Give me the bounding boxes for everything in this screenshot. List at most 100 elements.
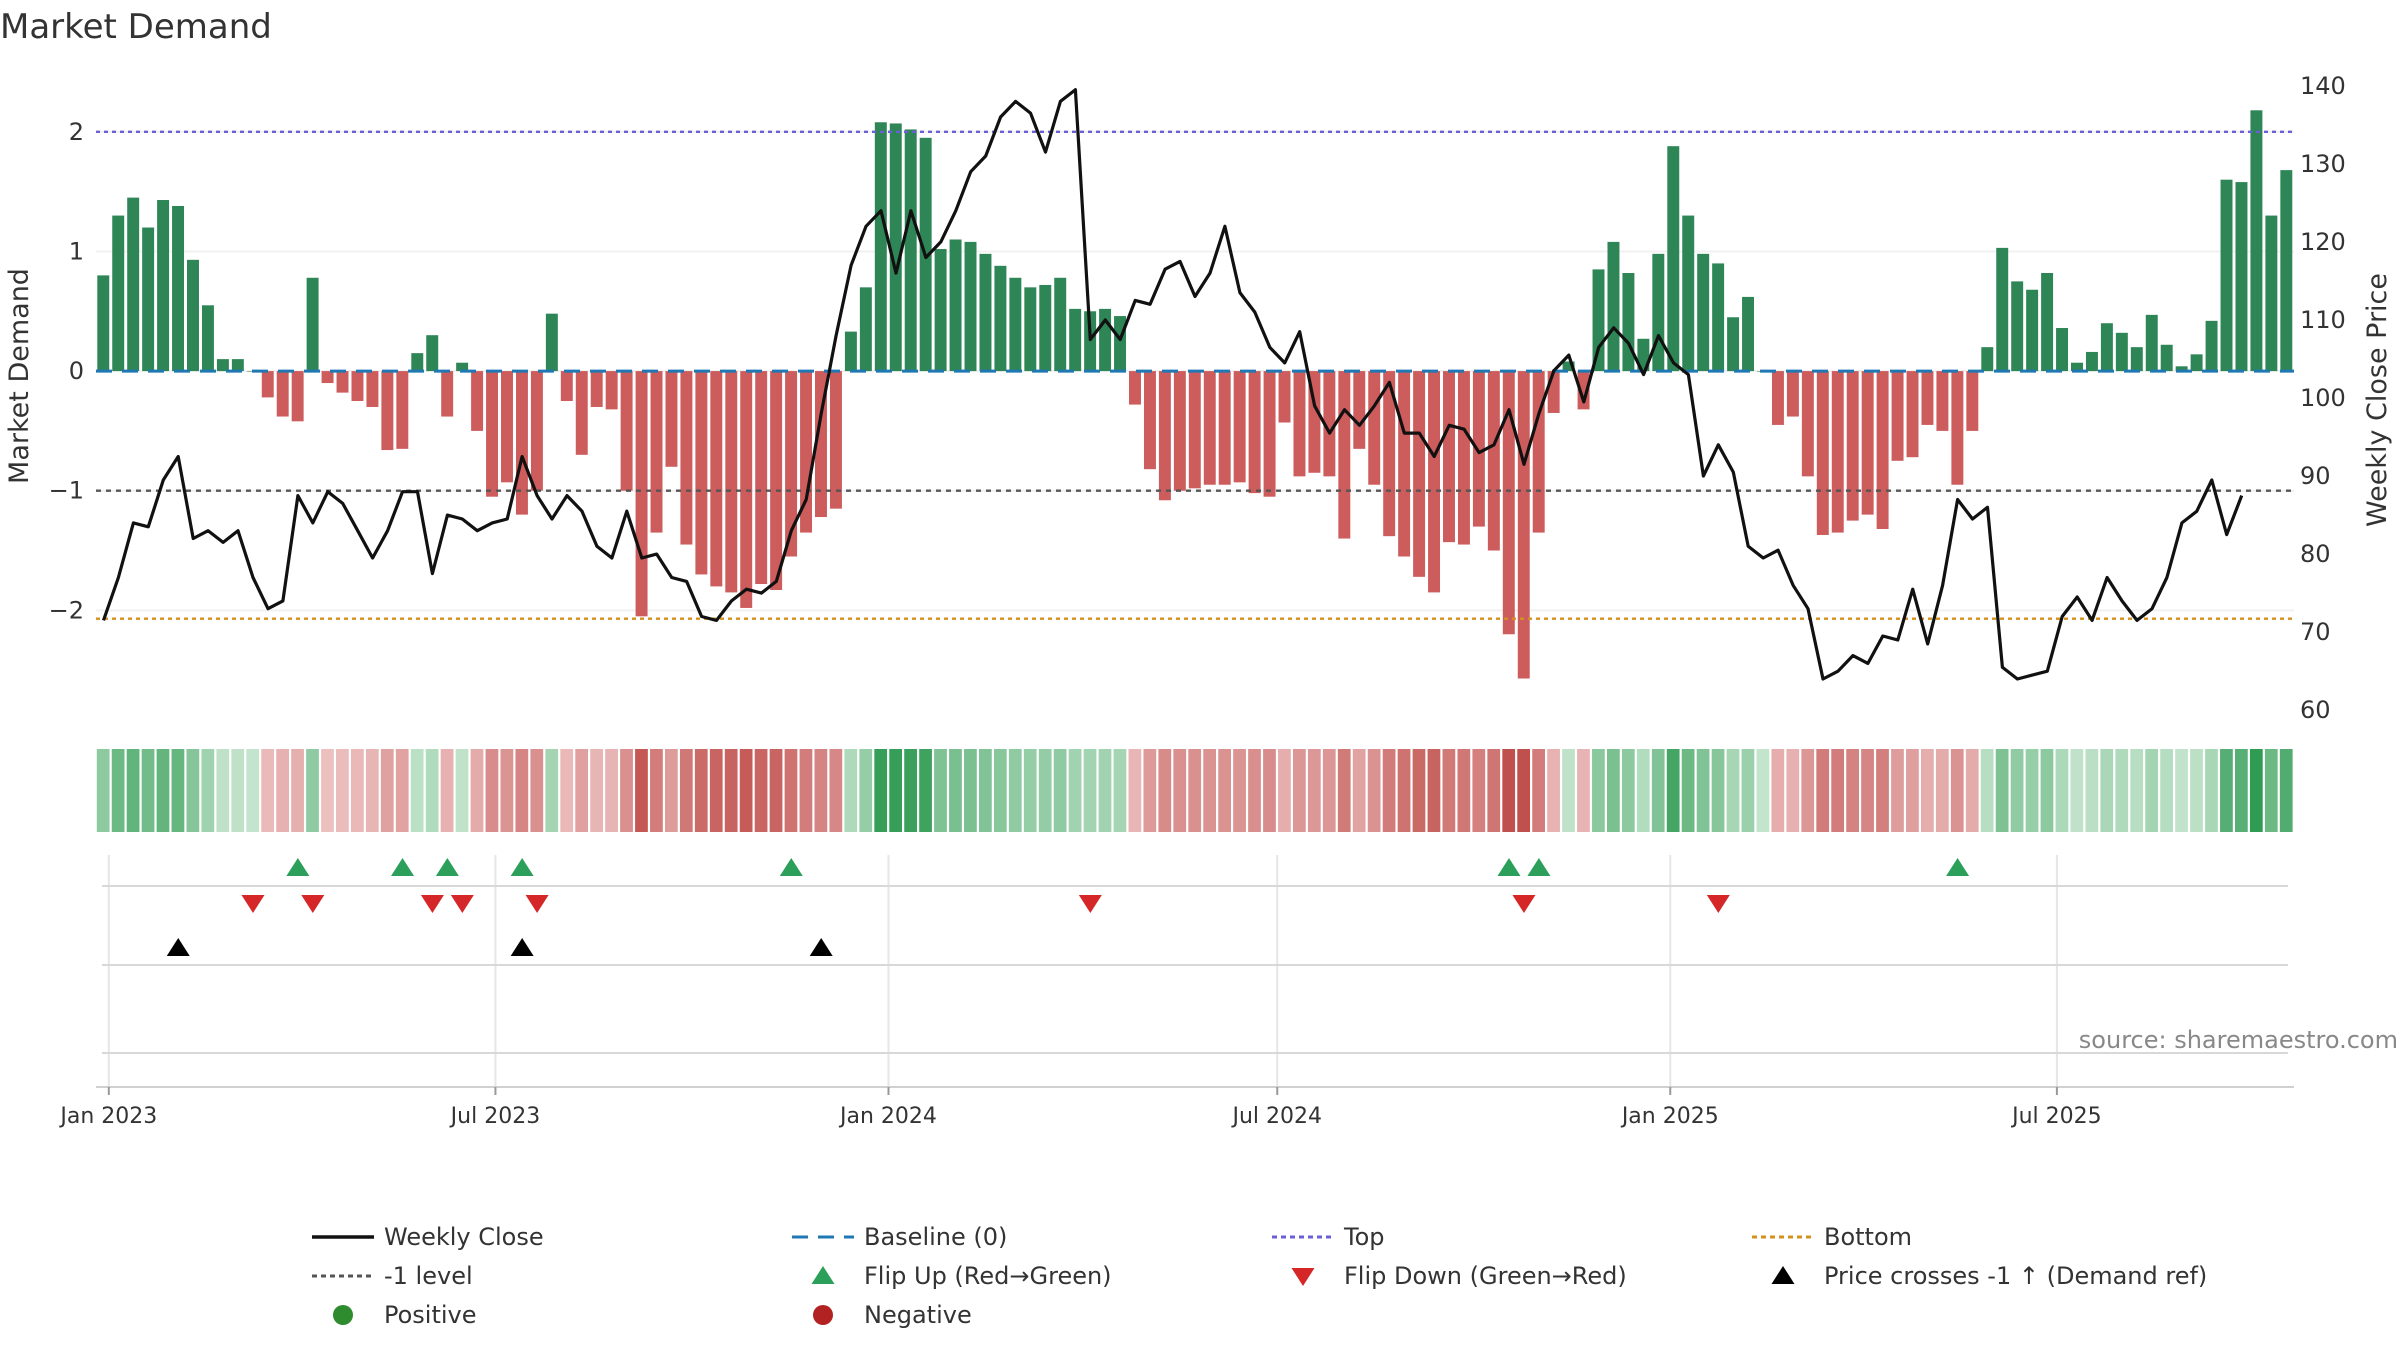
legend-label: Negative: [864, 1301, 972, 1329]
heat-cell: [470, 749, 484, 832]
negative-bar: [1143, 371, 1156, 470]
heat-cell: [1621, 749, 1635, 832]
legend-label: -1 level: [384, 1262, 473, 1290]
heat-cell: [530, 749, 544, 832]
axes-layer: 2 1 0 −1 −2 140 130 120 110 100 90 80 70 60 Jan 2023 Ju…: [49, 72, 2346, 1129]
heat-cell: [1068, 749, 1082, 832]
heat-cell: [829, 749, 843, 832]
negative-bar: [1413, 371, 1426, 577]
negative-bar: [1921, 371, 1934, 425]
negative-bar: [1771, 371, 1784, 425]
reference-lines: [96, 130, 2294, 620]
heat-cell: [246, 749, 260, 832]
heat-cell: [1278, 749, 1291, 832]
heat-cell: [694, 749, 708, 832]
legend-label: Top: [1343, 1223, 1385, 1251]
negative-bar: [829, 371, 842, 509]
positive-bar: [1607, 241, 1620, 372]
right-tick-label: 120: [2300, 228, 2346, 256]
flip-up-marker: [510, 858, 534, 876]
flip-up-marker: [1946, 858, 1970, 876]
negative-bar: [321, 371, 334, 384]
positive-bar: [2011, 281, 2024, 372]
heat-cell: [2130, 749, 2144, 832]
negative-bar: [486, 371, 499, 497]
legend-label: Positive: [384, 1301, 477, 1329]
heat-cell: [410, 749, 424, 832]
negative-bar: [770, 371, 783, 590]
heat-cell: [2145, 749, 2159, 832]
positive-bar: [142, 227, 155, 372]
heat-cell: [1248, 749, 1261, 832]
positive-bar: [1099, 308, 1112, 372]
heat-cell: [2175, 749, 2188, 832]
heat-cell: [1457, 749, 1471, 832]
negative-bar: [1876, 371, 1889, 529]
negative-bar: [1338, 371, 1351, 539]
right-axis-label: Weekly Close Price: [2362, 273, 2393, 527]
positive-bar: [2115, 332, 2128, 372]
heat-cell: [126, 749, 140, 832]
flip-down-marker: [1512, 895, 1536, 913]
price-line-layer: [101, 88, 2244, 681]
negative-bar: [530, 371, 543, 491]
heat-cell: [1412, 749, 1426, 832]
heat-cell: [1382, 749, 1396, 832]
heat-strip: [96, 749, 2293, 832]
heat-cell: [1935, 749, 1949, 832]
negative-bar: [1472, 371, 1485, 527]
negative-bar: [1502, 371, 1515, 635]
heat-cell: [440, 749, 454, 832]
right-tick-label: 80: [2300, 540, 2331, 568]
price-cross-marker: [809, 938, 833, 956]
negative-bar: [755, 371, 768, 585]
heat-cell: [1487, 749, 1501, 832]
legend-symbol: [811, 1266, 835, 1284]
heat-cell: [261, 749, 275, 832]
heat-cell: [769, 749, 783, 832]
heat-cell: [993, 749, 1007, 832]
heat-cell: [1592, 749, 1605, 832]
flip-down-marker: [241, 895, 265, 913]
negative-bar: [1428, 371, 1441, 593]
legend-label: Flip Up (Red→Green): [864, 1262, 1112, 1290]
positive-bar: [1652, 253, 1665, 372]
positive-bar: [127, 197, 140, 372]
heat-cell: [2264, 749, 2278, 832]
heat-cell: [216, 749, 230, 832]
heat-cell: [1846, 749, 1859, 832]
heat-cell: [1427, 749, 1441, 832]
heat-cell: [1756, 749, 1770, 832]
negative-bar: [1951, 371, 1964, 485]
positive-bar: [1024, 287, 1037, 372]
heat-cell: [1113, 749, 1127, 832]
negative-bar: [680, 371, 693, 545]
positive-bar: [187, 259, 199, 372]
positive-bar: [1009, 277, 1022, 372]
heat-cell: [1397, 749, 1411, 832]
heat-cell: [1337, 749, 1351, 832]
heat-cell: [1681, 749, 1695, 832]
positive-bar: [2071, 362, 2083, 372]
negative-bar: [1517, 371, 1530, 679]
heat-cell: [1801, 749, 1815, 832]
heat-cell: [1307, 749, 1321, 832]
legend-label: Price crosses -1 ↑ (Demand ref): [1824, 1262, 2207, 1290]
negative-bar: [1383, 371, 1396, 537]
heat-cell: [485, 749, 499, 832]
negative-bar: [620, 371, 633, 491]
positive-bar: [1682, 215, 1695, 372]
positive-bar: [201, 305, 214, 372]
heat-cell: [1173, 749, 1187, 832]
heat-cell: [2070, 749, 2084, 832]
positive-bar: [2041, 272, 2054, 372]
positive-bar: [1592, 269, 1605, 372]
positive-bar: [157, 200, 170, 372]
negative-bar: [695, 371, 708, 575]
negative-bar: [501, 371, 513, 483]
negative-bar: [276, 371, 289, 417]
price-cross-marker: [166, 938, 190, 956]
negative-bar: [710, 371, 723, 587]
negative-bar: [1368, 371, 1381, 485]
negative-bar: [1173, 371, 1186, 491]
